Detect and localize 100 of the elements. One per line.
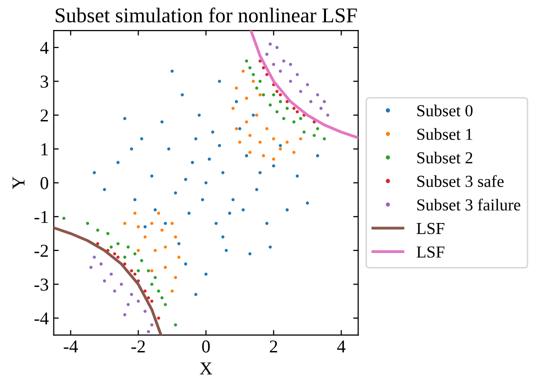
point (150, 269, 154, 272)
point (286, 100, 289, 104)
point (89, 266, 92, 269)
point (160, 120, 164, 124)
line-series (250, 30, 358, 140)
point (286, 106, 289, 110)
point (130, 269, 134, 272)
point (234, 86, 238, 90)
x-tick-label: -2 (131, 340, 145, 352)
point (113, 252, 116, 256)
point (204, 181, 208, 184)
point (116, 256, 120, 259)
point (174, 235, 178, 238)
point (238, 127, 242, 130)
point (262, 66, 266, 70)
point (278, 100, 282, 104)
point (322, 100, 326, 104)
legend-label: Subset 0 (417, 104, 473, 116)
point (136, 300, 140, 303)
point (255, 188, 258, 192)
point (221, 171, 224, 174)
x-tick-label: 4 (337, 340, 346, 352)
point (272, 164, 276, 168)
point (286, 208, 289, 212)
point (150, 300, 154, 303)
y-tick-label: 2 (40, 109, 48, 122)
point (198, 114, 201, 117)
point (144, 289, 147, 293)
point (322, 137, 326, 140)
point (140, 259, 144, 262)
point (248, 134, 252, 137)
point (170, 289, 174, 293)
point (194, 137, 198, 140)
legend-label: Subset 3 safe (417, 175, 504, 188)
point (177, 242, 180, 246)
point (272, 62, 276, 66)
point (150, 282, 154, 286)
legend-label: Subset 2 (417, 152, 472, 164)
point (123, 116, 126, 120)
point (278, 147, 282, 151)
point (144, 235, 147, 238)
point (262, 154, 266, 158)
point (306, 83, 309, 86)
x-tick-label: -4 (64, 340, 78, 352)
point (296, 110, 299, 114)
point (265, 127, 268, 130)
point (299, 116, 302, 120)
y-tick-label: 1 (41, 143, 48, 156)
point (258, 80, 262, 83)
point (245, 59, 248, 63)
point (272, 137, 276, 140)
point (265, 72, 268, 76)
point (262, 93, 266, 96)
point (231, 198, 235, 202)
point (309, 100, 312, 104)
point (278, 144, 282, 148)
point (116, 160, 120, 164)
point (154, 248, 157, 252)
y-tick-label: 3 (40, 76, 48, 88)
point (299, 90, 302, 94)
point (204, 272, 208, 276)
point (265, 52, 268, 56)
point (316, 93, 320, 96)
point (160, 296, 164, 300)
point (126, 246, 130, 249)
point (252, 80, 255, 83)
point (86, 222, 90, 225)
point (272, 158, 276, 161)
point (150, 174, 154, 178)
point (228, 212, 232, 215)
point (184, 178, 188, 181)
y-tick-label: 0 (40, 177, 48, 190)
line-series (54, 226, 162, 336)
point (231, 106, 235, 110)
point (174, 191, 178, 194)
point (123, 222, 126, 225)
point (194, 292, 198, 296)
point (286, 140, 289, 144)
point (238, 140, 242, 144)
point (248, 150, 252, 154)
point (234, 127, 238, 130)
x-tick-label: 2 (270, 340, 278, 352)
point (214, 222, 218, 225)
point (164, 303, 167, 306)
point (299, 137, 302, 140)
point (255, 114, 258, 117)
x-axis-title: X (200, 362, 212, 374)
point (174, 323, 178, 326)
point (157, 316, 160, 320)
point (140, 137, 144, 140)
y-axis-title: Y (12, 176, 24, 190)
legend-label: LSF (416, 246, 444, 258)
point (275, 46, 279, 50)
point (164, 222, 167, 225)
point (110, 272, 113, 276)
point (221, 235, 224, 238)
point (258, 59, 262, 63)
point (106, 232, 110, 236)
point (211, 130, 214, 134)
point (201, 198, 204, 202)
